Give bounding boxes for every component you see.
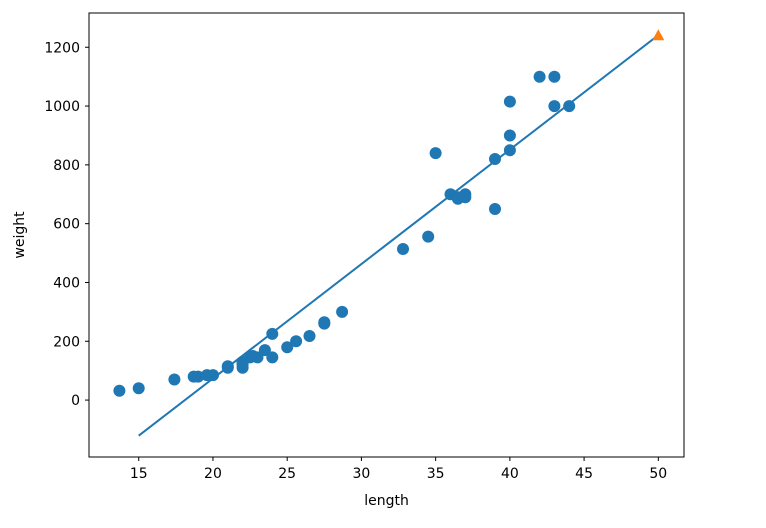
y-tick-label: 600 — [53, 217, 80, 233]
data-point — [397, 243, 409, 255]
data-point — [548, 100, 561, 113]
x-tick-label: 25 — [278, 466, 296, 482]
x-tick-label: 40 — [501, 466, 519, 482]
regression-line — [138, 34, 659, 437]
plot-area-background — [89, 13, 684, 457]
y-tick-label: 200 — [53, 334, 80, 350]
y-tick-label: 0 — [71, 393, 80, 409]
y-tick-label: 1000 — [44, 99, 80, 115]
data-point — [503, 129, 516, 142]
data-point — [290, 335, 303, 348]
data-point — [236, 358, 249, 371]
x-tick-label: 50 — [649, 466, 667, 482]
data-point — [318, 316, 331, 329]
data-point — [429, 147, 442, 160]
x-tick-label: 45 — [575, 466, 593, 482]
x-axis-label: length — [364, 493, 409, 509]
data-point — [113, 384, 126, 397]
data-point — [251, 351, 264, 364]
data-point — [548, 70, 561, 83]
plot-frame — [88, 12, 685, 458]
data-point — [281, 341, 294, 354]
data-point — [563, 100, 576, 113]
y-tick-label: 1200 — [44, 40, 80, 56]
data-point — [336, 305, 349, 318]
x-tick-label: 35 — [427, 466, 445, 482]
data-point — [207, 369, 219, 382]
x-tick-label: 20 — [204, 466, 222, 482]
data-point — [489, 153, 501, 165]
data-point — [132, 382, 145, 395]
y-tick-label: 400 — [53, 275, 80, 291]
data-point — [533, 70, 546, 83]
data-point — [258, 344, 271, 357]
x-tick-label: 30 — [352, 466, 370, 482]
data-point — [266, 351, 279, 364]
y-tick-label: 800 — [53, 158, 80, 174]
predicted-point-triangle — [652, 29, 665, 41]
data-point — [192, 370, 205, 383]
data-point — [489, 203, 501, 215]
data-point — [422, 230, 435, 243]
data-point — [459, 188, 472, 201]
data-point — [503, 95, 516, 108]
data-point — [303, 330, 316, 342]
y-axis-label: weight — [12, 211, 28, 259]
data-point — [168, 373, 181, 386]
x-tick-label: 15 — [130, 466, 148, 482]
